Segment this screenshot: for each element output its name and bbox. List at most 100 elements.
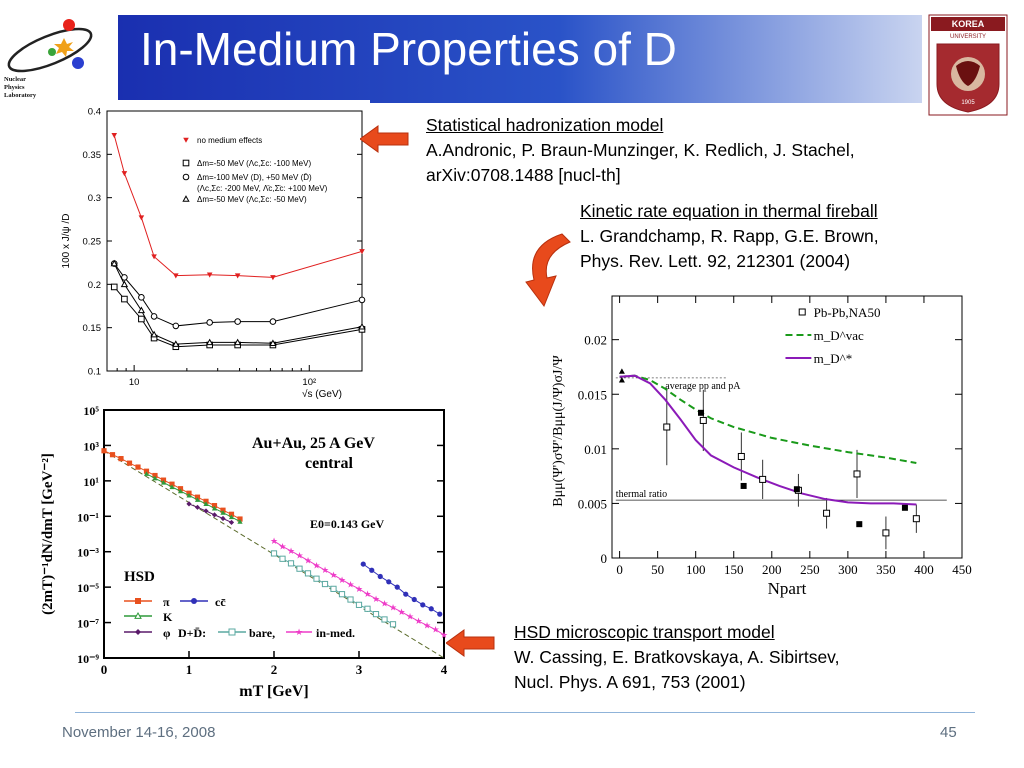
ref-hsd-heading: HSD microscopic transport model [514,622,775,642]
chart2-point [403,591,409,597]
chart1-point [173,273,179,279]
chart2-annotation-e0: E0=0.143 GeV [310,517,385,531]
chart2-point: ★ [321,565,329,575]
chart1-ylabel: 100 x J/ψ /D [61,214,72,269]
chart2-ytick-label: 10¹ [83,475,99,489]
ref-stat-authors: A.Andronic, P. Braun-Munzinger, K. Redli… [426,140,855,160]
chart2-point: ★ [295,551,303,561]
university-year: 1905 [961,100,975,106]
chart2-point [428,606,434,612]
ref-kinetic: Kinetic rate equation in thermal firebal… [580,199,879,274]
chart3-point [901,504,908,511]
chart2-legend-marker [135,598,141,604]
chart3-xlabel: Npart [768,579,807,598]
chart2-point: ★ [287,546,295,556]
chart2-point: ★ [397,607,405,617]
chart3-ytick-label: 0.02 [584,333,607,348]
chart2-point: ★ [423,620,431,630]
chart3-xtick-label: 200 [762,562,782,577]
chart1-point [234,338,242,346]
chart2-point [228,511,235,517]
chart1-legend-label: no medium effects [197,136,262,145]
chart3-annotation-pp: average pp and pA [665,381,741,392]
chart2-ytick-label: 10⁻⁷ [77,617,99,631]
chart2-point: ★ [355,584,363,594]
chart2-point: ★ [304,555,312,565]
chart1-point [121,274,128,281]
chart1-point [358,296,366,304]
chart2-point [347,596,354,603]
chart2-xtick-label: 1 [186,662,193,677]
chart1-point [151,254,157,260]
lab-logo-text-1: Nuclear [4,76,27,83]
chart2-point [228,514,235,520]
stat-hadronization-chart: 0.1 0.15 0.2 0.25 0.3 0.35 0.4 10 10² 100 x J/ψ /… [40,100,370,400]
chart3-legend-label: Pb-Pb,NA50 [814,305,881,320]
chart3-point [740,482,747,489]
chart2-series-line [146,473,241,523]
chart2-point [211,503,218,509]
chart2-legend-label: cc̄ [215,595,226,609]
ref-stat: Statistical hadronization model A.Andron… [426,113,855,188]
chart3-point [882,529,890,537]
chart2-point: ★ [278,541,286,551]
chart2-point [228,519,235,526]
chart1-background [40,100,370,400]
chart2-legend-bare: bare, [249,626,275,640]
chart3-series-line [619,374,917,465]
chart3-point [853,470,861,478]
ref-stat-citation: arXiv:0708.1488 [nucl-th] [426,165,621,185]
footer-date: November 14-16, 2008 [62,724,216,741]
chart2-point [389,621,397,628]
chart2-point: ★ [329,570,337,580]
chart2-point [169,484,175,490]
university-crest-icon: KOREA UNIVERSITY 1905 [928,14,1008,116]
chart2-point [203,508,209,514]
chart1-legend-label: Δm=-50 MeV (Λc,Σc: -50 MeV) [197,195,307,204]
lab-logo-text-3: Laboratory [4,92,37,99]
chart3-xtick-label: 250 [800,562,820,577]
chart3-point [737,452,745,460]
chart3-ytick-label: 0.005 [578,496,607,511]
chart3-xtick-label: 100 [686,562,706,577]
chart2-series-line [362,563,441,615]
chart2-point [211,512,218,518]
chart2-point [194,504,201,510]
chart1-point [206,272,213,278]
chart3-point [823,509,831,517]
chart1-point [150,313,158,320]
chart1-point [269,318,277,325]
chart1-point [137,306,146,314]
chart1-xtick-label: 10² [302,377,316,388]
hsd-spectra-chart: 10⁵ 10³ 10¹ 10⁻¹ 10⁻³ 10⁻⁵ 10⁻⁷ 10⁻⁹0 1 2 3 4 (2mT)⁻… [40,404,448,700]
chart1-point [138,215,145,221]
ref-hsd-citation: Nucl. Phys. A 691, 753 (2001) [514,672,746,692]
chart1-point [172,322,180,330]
chart3-point [663,423,671,431]
chart2-point [109,452,116,458]
chart3-xtick-label: 300 [838,562,858,577]
chart3-series-line [619,374,917,506]
chart2-point: ★ [270,536,278,546]
chart2-point: ★ [389,603,397,613]
chart2-legend-dd: D+D̄: [178,626,206,640]
chart3-xtick-label: 450 [952,562,972,577]
chart1-point [111,133,118,139]
ref-kinetic-citation: Phys. Rev. Lett. 92, 212301 (2004) [580,251,851,271]
chart3-point [699,416,707,424]
chart1-legend-label: (Λc,Σc: -200 MeV, Λ̄c,Σ̄c: +100 MeV) [197,184,328,193]
svg-text:KOREA: KOREA [952,19,985,29]
chart2-ytick-label: 10³ [83,439,99,453]
chart1-legend-marker [183,137,189,143]
chart2-point [377,573,383,580]
ref-kinetic-authors: L. Grandchamp, R. Rapp, G.E. Brown, [580,226,879,246]
chart3-ytick-label: 0.01 [584,442,607,457]
chart2-point: ★ [380,598,388,608]
chart3-legend-label: m_D^* [814,351,853,366]
chart2-point [338,591,346,598]
svg-text:UNIVERSITY: UNIVERSITY [950,34,986,40]
ref-kinetic-heading: Kinetic rate equation in thermal firebal… [580,201,878,221]
chart2-point [186,492,192,498]
chart2-point [143,471,150,476]
ref-hsd-authors: W. Cassing, E. Bratkovskaya, A. Sibirtse… [514,647,840,667]
